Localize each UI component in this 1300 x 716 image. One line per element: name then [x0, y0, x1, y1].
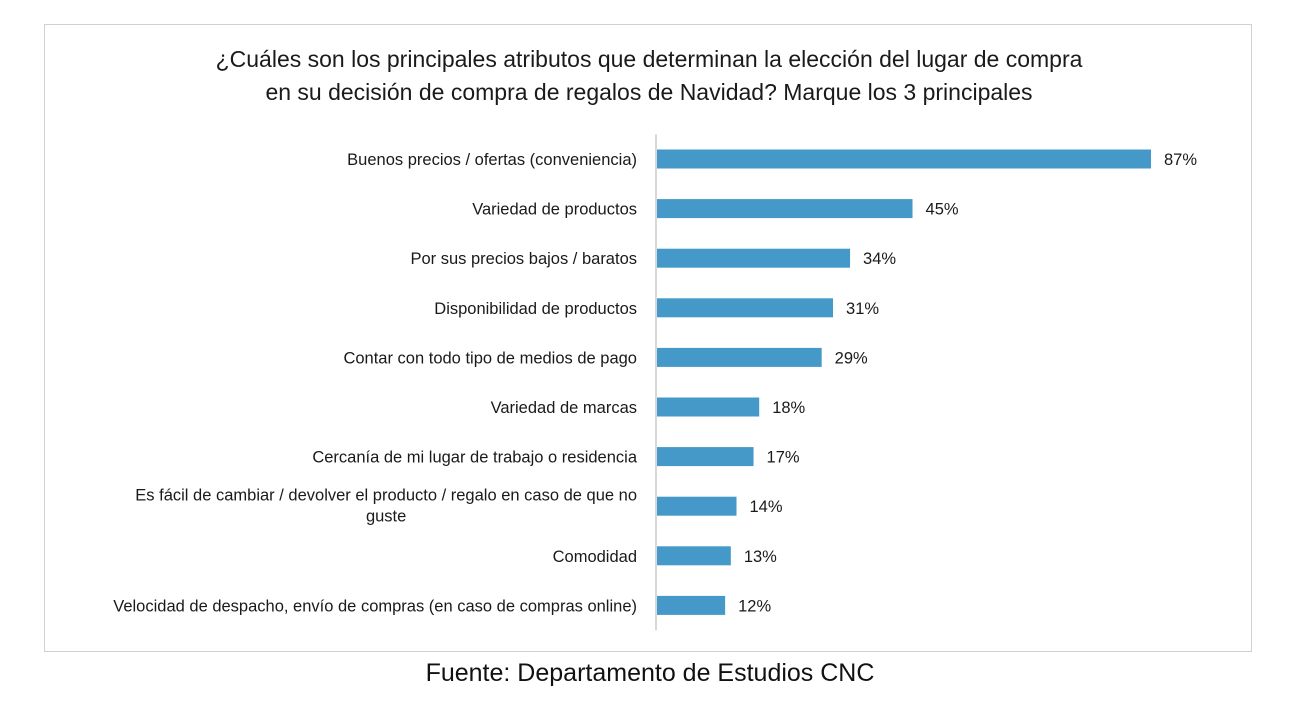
- category-label-8: Es fácil de cambiar / devolver el produc…: [135, 487, 637, 505]
- category-label-7: Cercanía de mi lugar de trabajo o reside…: [312, 449, 638, 467]
- bar-1: [657, 149, 1151, 169]
- chart-title-line-1: ¿Cuáles son los principales atributos qu…: [215, 46, 1083, 72]
- category-label-9: Comodidad: [553, 548, 637, 566]
- category-label-1: Buenos precios / ofertas (conveniencia): [347, 151, 637, 169]
- value-label-7: 17%: [767, 449, 800, 467]
- value-label-6: 18%: [772, 399, 805, 417]
- value-label-5: 29%: [835, 349, 868, 367]
- bar-2: [657, 199, 913, 219]
- category-label-3: Por sus precios bajos / baratos: [410, 250, 637, 268]
- bar-7: [657, 447, 754, 467]
- value-label-1: 87%: [1164, 151, 1197, 169]
- chart-title: ¿Cuáles son los principales atributos qu…: [45, 43, 1253, 109]
- bar-3: [657, 248, 851, 268]
- chart-frame: ¿Cuáles son los principales atributos qu…: [44, 24, 1252, 652]
- value-label-10: 12%: [738, 597, 771, 615]
- value-label-9: 13%: [744, 548, 777, 566]
- bar-9: [657, 546, 731, 566]
- bar-10: [657, 595, 726, 615]
- source-note: Fuente: Departamento de Estudios CNC: [425, 659, 875, 687]
- category-label-8-line-2: guste: [366, 508, 406, 526]
- category-label-5: Contar con todo tipo de medios de pago: [343, 349, 637, 367]
- value-label-4: 31%: [846, 300, 879, 318]
- category-label-2: Variedad de productos: [472, 201, 637, 219]
- category-label-10: Velocidad de despacho, envío de compras …: [113, 597, 637, 615]
- value-label-8: 14%: [749, 498, 782, 516]
- bar-8: [657, 496, 737, 516]
- category-label-6: Variedad de marcas: [491, 399, 637, 417]
- bar-6: [657, 397, 760, 417]
- bar-5: [657, 347, 822, 367]
- category-label-4: Disponibilidad de productos: [434, 300, 637, 318]
- chart-title-line-2: en su decisión de compra de regalos de N…: [265, 79, 1033, 105]
- bar-4: [657, 298, 834, 318]
- value-label-3: 34%: [863, 250, 896, 268]
- value-label-2: 45%: [926, 201, 959, 219]
